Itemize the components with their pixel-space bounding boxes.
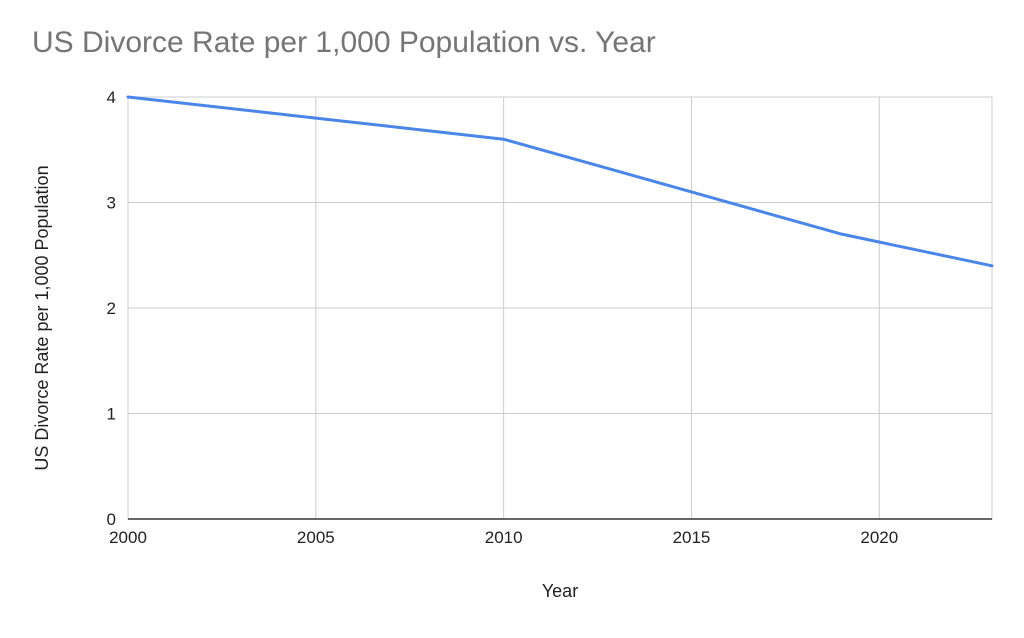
y-axis-title: US Divorce Rate per 1,000 Population bbox=[32, 165, 52, 470]
x-tick-label: 2000 bbox=[109, 528, 147, 547]
x-tick-label: 2010 bbox=[485, 528, 523, 547]
x-axis-title: Year bbox=[542, 581, 578, 601]
y-tick-label: 1 bbox=[107, 405, 116, 424]
y-tick-label: 2 bbox=[107, 299, 116, 318]
data-series bbox=[126, 95, 994, 268]
x-tick-label: 2015 bbox=[673, 528, 711, 547]
axis-labels: Year US Divorce Rate per 1,000 Populatio… bbox=[32, 165, 578, 601]
x-tick-label: 2020 bbox=[860, 528, 898, 547]
chart-title: US Divorce Rate per 1,000 Population vs.… bbox=[32, 26, 656, 59]
axes: 0 1 2 3 4 2000 2005 2010 2015 2020 bbox=[107, 88, 992, 547]
y-tick-label: 4 bbox=[107, 88, 116, 107]
grid-lines bbox=[127, 96, 993, 519]
y-tick-label: 3 bbox=[107, 194, 116, 213]
y-tick-label: 0 bbox=[107, 510, 116, 529]
x-tick-label: 2005 bbox=[297, 528, 335, 547]
series-line bbox=[126, 95, 994, 268]
